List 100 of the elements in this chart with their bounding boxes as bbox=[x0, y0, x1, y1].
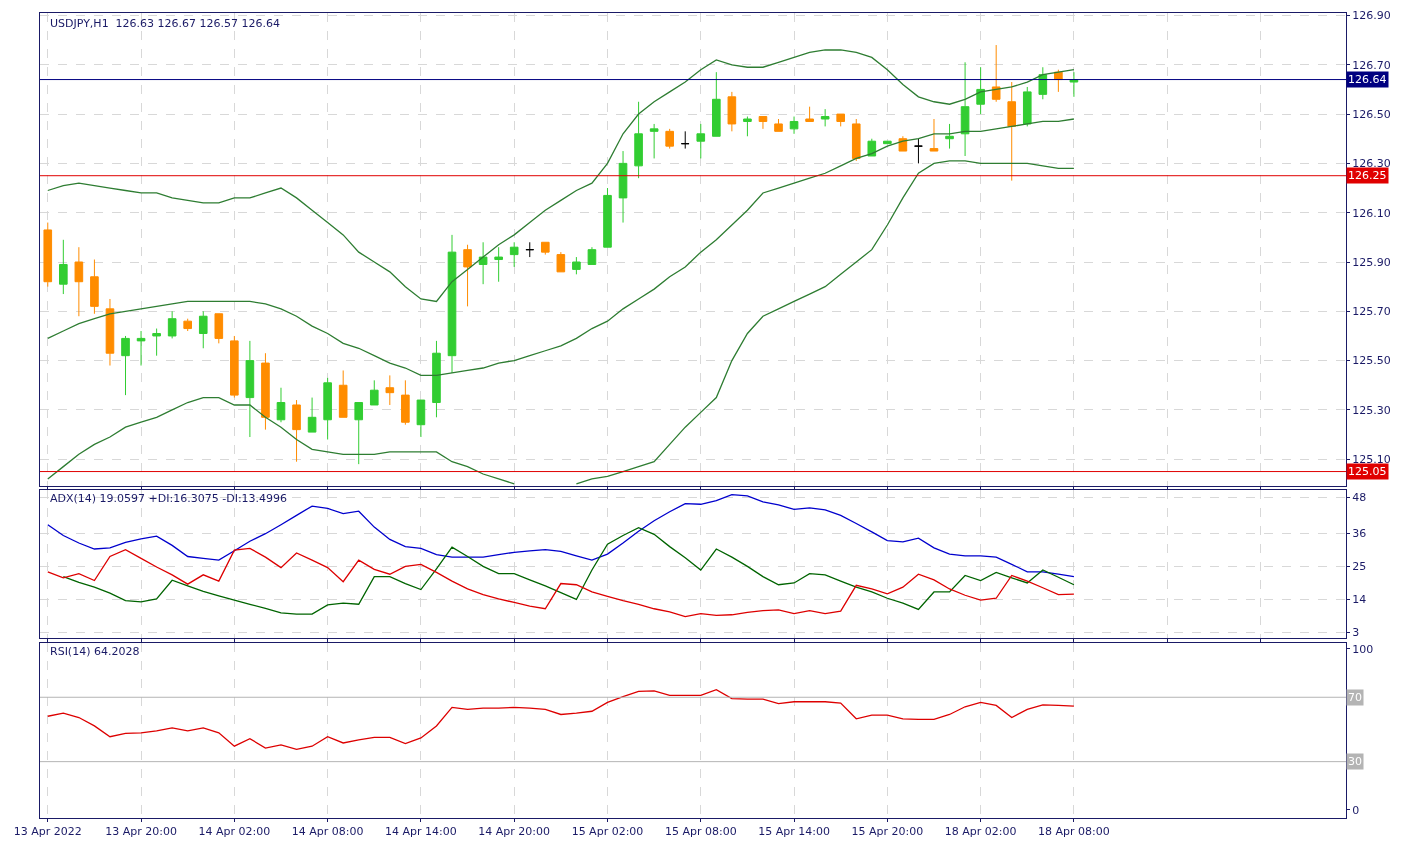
candlestick bbox=[105, 298, 115, 367]
y-tick-label: 125.90 bbox=[1352, 255, 1391, 269]
candlestick bbox=[929, 118, 939, 152]
candlestick bbox=[198, 310, 208, 349]
candlestick bbox=[152, 328, 161, 357]
candlestick bbox=[603, 187, 612, 248]
y-tick-label: 126.70 bbox=[1352, 58, 1391, 72]
candlestick bbox=[945, 123, 954, 150]
candlestick bbox=[447, 234, 457, 374]
candlestick bbox=[369, 379, 379, 406]
candlestick bbox=[416, 399, 426, 438]
candlestick bbox=[121, 335, 130, 396]
candlestick bbox=[167, 310, 177, 339]
chart-title: USDJPY,H1 126.63 126.67 126.57 126.64 bbox=[50, 17, 281, 30]
candlestick bbox=[727, 91, 737, 132]
candlestick bbox=[991, 44, 1001, 103]
candlestick bbox=[230, 335, 239, 399]
candlestick bbox=[805, 106, 814, 122]
candlestick bbox=[820, 108, 830, 127]
ref-line-label: 70 bbox=[1348, 691, 1362, 704]
x-tick-label: 15 Apr 14:00 bbox=[758, 825, 830, 839]
x-tick-label: 15 Apr 20:00 bbox=[851, 825, 924, 839]
candlestick bbox=[261, 352, 270, 431]
candlestick bbox=[649, 123, 659, 159]
y-tick-label: 125.10 bbox=[1352, 453, 1391, 467]
y-tick-label: 36 bbox=[1352, 527, 1367, 541]
candlestick bbox=[1007, 81, 1017, 182]
candlestick bbox=[494, 246, 503, 283]
x-tick-label: 14 Apr 02:00 bbox=[198, 825, 271, 839]
y-tick-label: 48 bbox=[1352, 491, 1367, 505]
x-tick-label: 14 Apr 14:00 bbox=[385, 825, 457, 839]
candlestick bbox=[540, 241, 550, 256]
y-tick-label: 0 bbox=[1352, 803, 1360, 817]
y-tick-label: 126.10 bbox=[1352, 206, 1391, 220]
ref-line-label: 126.64 bbox=[1348, 73, 1387, 86]
candlestick bbox=[245, 340, 255, 438]
candlestick bbox=[401, 379, 410, 426]
x-tick-label: 18 Apr 02:00 bbox=[944, 825, 1017, 839]
x-tick-label: 15 Apr 08:00 bbox=[664, 825, 737, 839]
y-tick-label: 25 bbox=[1352, 560, 1367, 574]
chart-title: RSI(14) 64.2028 bbox=[50, 645, 140, 658]
candlestick bbox=[774, 118, 783, 132]
candlestick bbox=[867, 138, 877, 157]
y-tick-label: 100 bbox=[1352, 642, 1374, 656]
candlestick bbox=[43, 222, 53, 288]
candlestick bbox=[618, 150, 628, 224]
candlestick bbox=[680, 130, 690, 150]
line-series bbox=[62, 527, 1075, 615]
candlestick bbox=[1022, 86, 1032, 127]
chart-title: ADX(14) 19.0597 +DI:16.3075 -DI:13.4996 bbox=[50, 492, 288, 505]
x-tick-label: 14 Apr 08:00 bbox=[291, 825, 364, 839]
candlestick bbox=[789, 116, 799, 135]
candlestick bbox=[914, 138, 923, 164]
candlestick bbox=[90, 259, 99, 315]
candlestick bbox=[74, 246, 84, 317]
candlestick bbox=[292, 399, 301, 463]
candlestick bbox=[276, 387, 286, 423]
line-series bbox=[47, 118, 1075, 377]
y-tick-label: 125.30 bbox=[1352, 403, 1391, 417]
x-tick-label: 15 Apr 02:00 bbox=[571, 825, 644, 839]
candlestick bbox=[323, 377, 332, 440]
candlestick bbox=[525, 241, 535, 258]
candlestick bbox=[307, 397, 317, 433]
candlestick bbox=[509, 241, 519, 268]
candlestick bbox=[743, 116, 752, 137]
line-series bbox=[47, 494, 1075, 578]
x-tick-label: 13 Apr 2022 bbox=[13, 825, 82, 839]
candlestick bbox=[354, 402, 364, 465]
candlestick bbox=[463, 244, 472, 307]
line-series bbox=[47, 49, 1075, 303]
x-tick-label: 13 Apr 20:00 bbox=[105, 825, 177, 839]
y-tick-label: 126.30 bbox=[1352, 157, 1391, 171]
candlestick bbox=[183, 318, 193, 332]
candlestick bbox=[136, 330, 146, 367]
y-tick-label: 125.50 bbox=[1352, 354, 1391, 368]
candlestick bbox=[712, 71, 721, 137]
line-series bbox=[47, 547, 1075, 618]
candlestick bbox=[665, 128, 674, 150]
y-tick-label: 14 bbox=[1352, 593, 1367, 607]
ref-line-label: 125.05 bbox=[1348, 465, 1387, 478]
ref-line-label: 126.25 bbox=[1348, 169, 1387, 182]
candlestick bbox=[587, 246, 597, 265]
y-tick-label: 126.90 bbox=[1352, 9, 1391, 23]
candlestick bbox=[851, 118, 861, 162]
line-series bbox=[47, 689, 1075, 751]
candlestick bbox=[432, 340, 441, 418]
candlestick bbox=[338, 369, 348, 418]
candlestick bbox=[976, 66, 985, 115]
candlestick bbox=[960, 61, 970, 157]
x-tick-label: 18 Apr 08:00 bbox=[1038, 825, 1110, 839]
candlestick bbox=[59, 239, 68, 295]
candlestick bbox=[556, 251, 566, 273]
candlestick bbox=[758, 116, 768, 130]
candlestick bbox=[696, 123, 706, 159]
candlestick bbox=[478, 241, 488, 285]
candlestick bbox=[214, 313, 224, 344]
y-tick-label: 126.50 bbox=[1352, 107, 1391, 121]
candlestick bbox=[572, 256, 581, 275]
y-tick-label: 3 bbox=[1352, 626, 1360, 640]
candlestick bbox=[385, 374, 395, 406]
